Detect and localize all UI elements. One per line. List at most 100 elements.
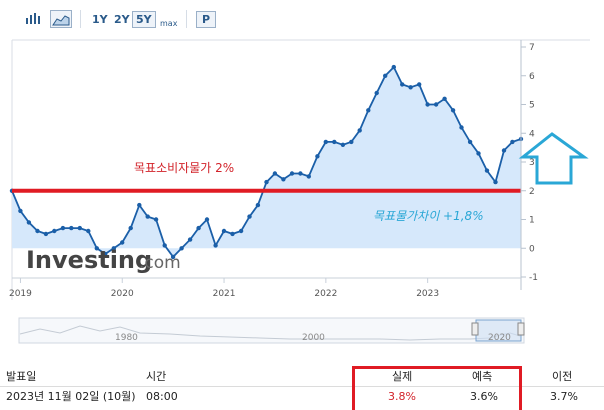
- y-tick-label: 5: [529, 101, 535, 111]
- toolbar-separator: [186, 10, 187, 28]
- forecast-value: 3.6%: [470, 390, 498, 403]
- release-date: 2023년 11월 02일 (10월): [6, 390, 136, 403]
- data-point: [196, 225, 201, 231]
- x-tick-label: 2023: [416, 289, 439, 299]
- data-point: [120, 240, 125, 245]
- data-point: [433, 102, 439, 107]
- data-point: [26, 220, 32, 225]
- range-5y-button[interactable]: 5Y: [132, 11, 156, 28]
- x-tick-label: 2020: [111, 289, 134, 299]
- data-point: [18, 208, 23, 214]
- data-point: [391, 64, 396, 70]
- data-point: [128, 225, 133, 231]
- data-point: [187, 237, 193, 242]
- release-time: 08:00: [146, 390, 178, 403]
- y-tick-label: 6: [529, 72, 535, 82]
- data-point: [408, 85, 413, 90]
- data-point: [357, 128, 362, 133]
- data-point: [289, 171, 295, 176]
- data-point: [383, 73, 388, 79]
- data-point: [162, 243, 167, 248]
- range-max-button[interactable]: max: [160, 19, 178, 28]
- bar-chart-icon-glyph: [26, 13, 40, 24]
- x-tick-label: 2019: [9, 289, 32, 299]
- data-point: [306, 174, 311, 179]
- data-point: [247, 214, 252, 219]
- data-point: [417, 82, 422, 87]
- navigator-label: 2020: [488, 333, 511, 343]
- data-point: [450, 108, 456, 113]
- navigator[interactable]: 1980 2000 2020: [18, 317, 525, 344]
- y-tick-label: 4: [529, 129, 535, 139]
- range-1y-button[interactable]: 1Y: [92, 13, 108, 26]
- data-point: [340, 142, 346, 147]
- data-point: [510, 139, 515, 145]
- diff-label: 목표물가차이 +1,8%: [373, 209, 484, 223]
- table-row: 2023년 11월 02일 (10월) 08:00 3.8% 3.6% 3.7%: [0, 386, 604, 404]
- data-point: [94, 246, 100, 251]
- data-point: [484, 168, 490, 173]
- target-label: 목표소비자물가 2%: [134, 161, 234, 175]
- data-point: [52, 228, 57, 234]
- data-point: [366, 108, 371, 113]
- y-tick-label: 1: [529, 216, 535, 226]
- area-chart-icon-glyph: [52, 15, 70, 26]
- navigator-left-handle[interactable]: [471, 322, 479, 336]
- data-point: [60, 225, 66, 231]
- data-point: [213, 243, 218, 248]
- line-layer: [9, 64, 524, 260]
- watermark-brand: Investing: [26, 246, 152, 274]
- actual-value: 3.8%: [388, 390, 416, 403]
- y-tick-label: 0: [529, 244, 535, 254]
- y-axis-ticks: -1 0 1 2 3 4 5 6 7: [521, 43, 538, 283]
- x-tick-label: 2022: [314, 289, 337, 299]
- data-point: [272, 171, 278, 176]
- data-point: [332, 139, 337, 145]
- table-header: 예측: [472, 370, 493, 383]
- data-point: [349, 139, 354, 145]
- data-point: [264, 179, 269, 185]
- bar-chart-icon[interactable]: [23, 10, 45, 28]
- data-point: [86, 228, 91, 234]
- navigator-label: 1980: [115, 333, 138, 343]
- data-point: [255, 202, 261, 208]
- chart-toolbar: 1Y 2Y 5Y max P: [0, 0, 604, 36]
- table-header: 시간: [146, 370, 167, 383]
- data-point: [77, 225, 83, 231]
- data-point: [281, 177, 286, 182]
- area-layer: [12, 67, 521, 257]
- inflation-chart: -1 0 1 2 3 4 5 6 7 2019 2020 2021 2022 2023 Investin…: [9, 39, 590, 344]
- table-header: 이전: [552, 370, 573, 383]
- table-divider: [0, 386, 604, 387]
- range-2y-button[interactable]: 2Y: [114, 13, 130, 26]
- area-chart-icon[interactable]: [50, 10, 72, 28]
- up-arrow-icon: [518, 132, 589, 185]
- data-point: [467, 139, 473, 145]
- y-tick-label: 2: [529, 187, 535, 197]
- highlight-box: [352, 366, 522, 410]
- data-point: [145, 214, 150, 219]
- toolbar-separator: [80, 10, 81, 28]
- data-point: [69, 225, 74, 231]
- navigator-right-handle[interactable]: [517, 322, 525, 336]
- data-point: [400, 82, 405, 87]
- data-point: [43, 231, 49, 237]
- y-tick-label: -1: [529, 273, 538, 283]
- print-button[interactable]: P: [196, 11, 217, 28]
- data-point: [230, 231, 235, 237]
- data-point: [103, 251, 108, 257]
- data-point: [221, 228, 227, 234]
- data-point: [501, 148, 507, 153]
- data-point: [111, 246, 117, 251]
- data-point: [35, 228, 40, 234]
- data-point: [137, 202, 142, 208]
- table-header: 발표일: [6, 370, 37, 383]
- table-header: 실제: [392, 370, 413, 383]
- data-point: [493, 179, 498, 185]
- data-point: [179, 246, 184, 251]
- x-axis-ticks: 2019 2020 2021 2022 2023: [9, 278, 439, 299]
- data-point: [323, 139, 328, 145]
- data-point: [204, 217, 210, 222]
- data-point: [153, 217, 159, 222]
- series-area: [12, 67, 521, 257]
